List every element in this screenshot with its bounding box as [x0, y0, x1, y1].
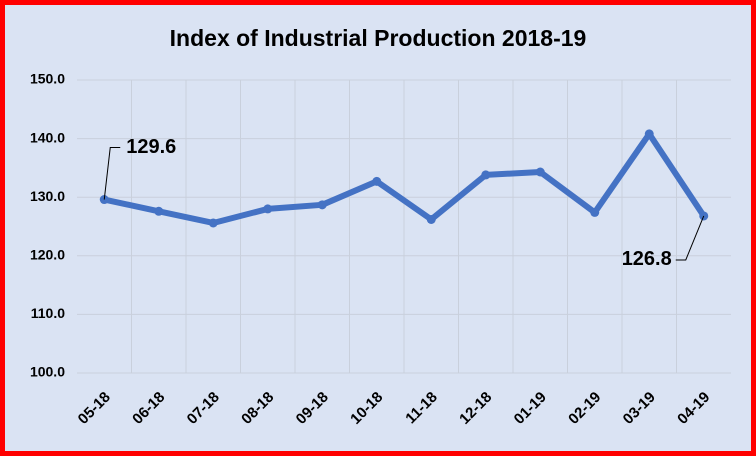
y-tick-label: 140.0 [30, 129, 65, 145]
data-line [103, 130, 707, 226]
data-point [590, 207, 600, 217]
y-tick-label: 110.0 [31, 305, 65, 321]
callout-leader [103, 147, 121, 200]
data-point [644, 129, 654, 139]
data-label: 129.6 [126, 136, 176, 158]
data-point [535, 167, 545, 177]
data-point [208, 218, 218, 228]
data-point [426, 214, 436, 224]
callout-leader [675, 215, 705, 261]
y-tick-label: 100.0 [30, 364, 65, 380]
y-tick-label: 130.0 [30, 188, 65, 204]
data-point [481, 170, 491, 180]
y-tick-label: 150.0 [30, 71, 65, 87]
data-point [372, 176, 382, 186]
data-point [317, 200, 327, 210]
y-tick-label: 120.0 [30, 247, 65, 263]
data-label: 126.8 [622, 248, 672, 270]
data-point [154, 206, 164, 216]
chart-title: Index of Industrial Production 2018-19 [170, 25, 587, 51]
data-point [263, 204, 273, 214]
